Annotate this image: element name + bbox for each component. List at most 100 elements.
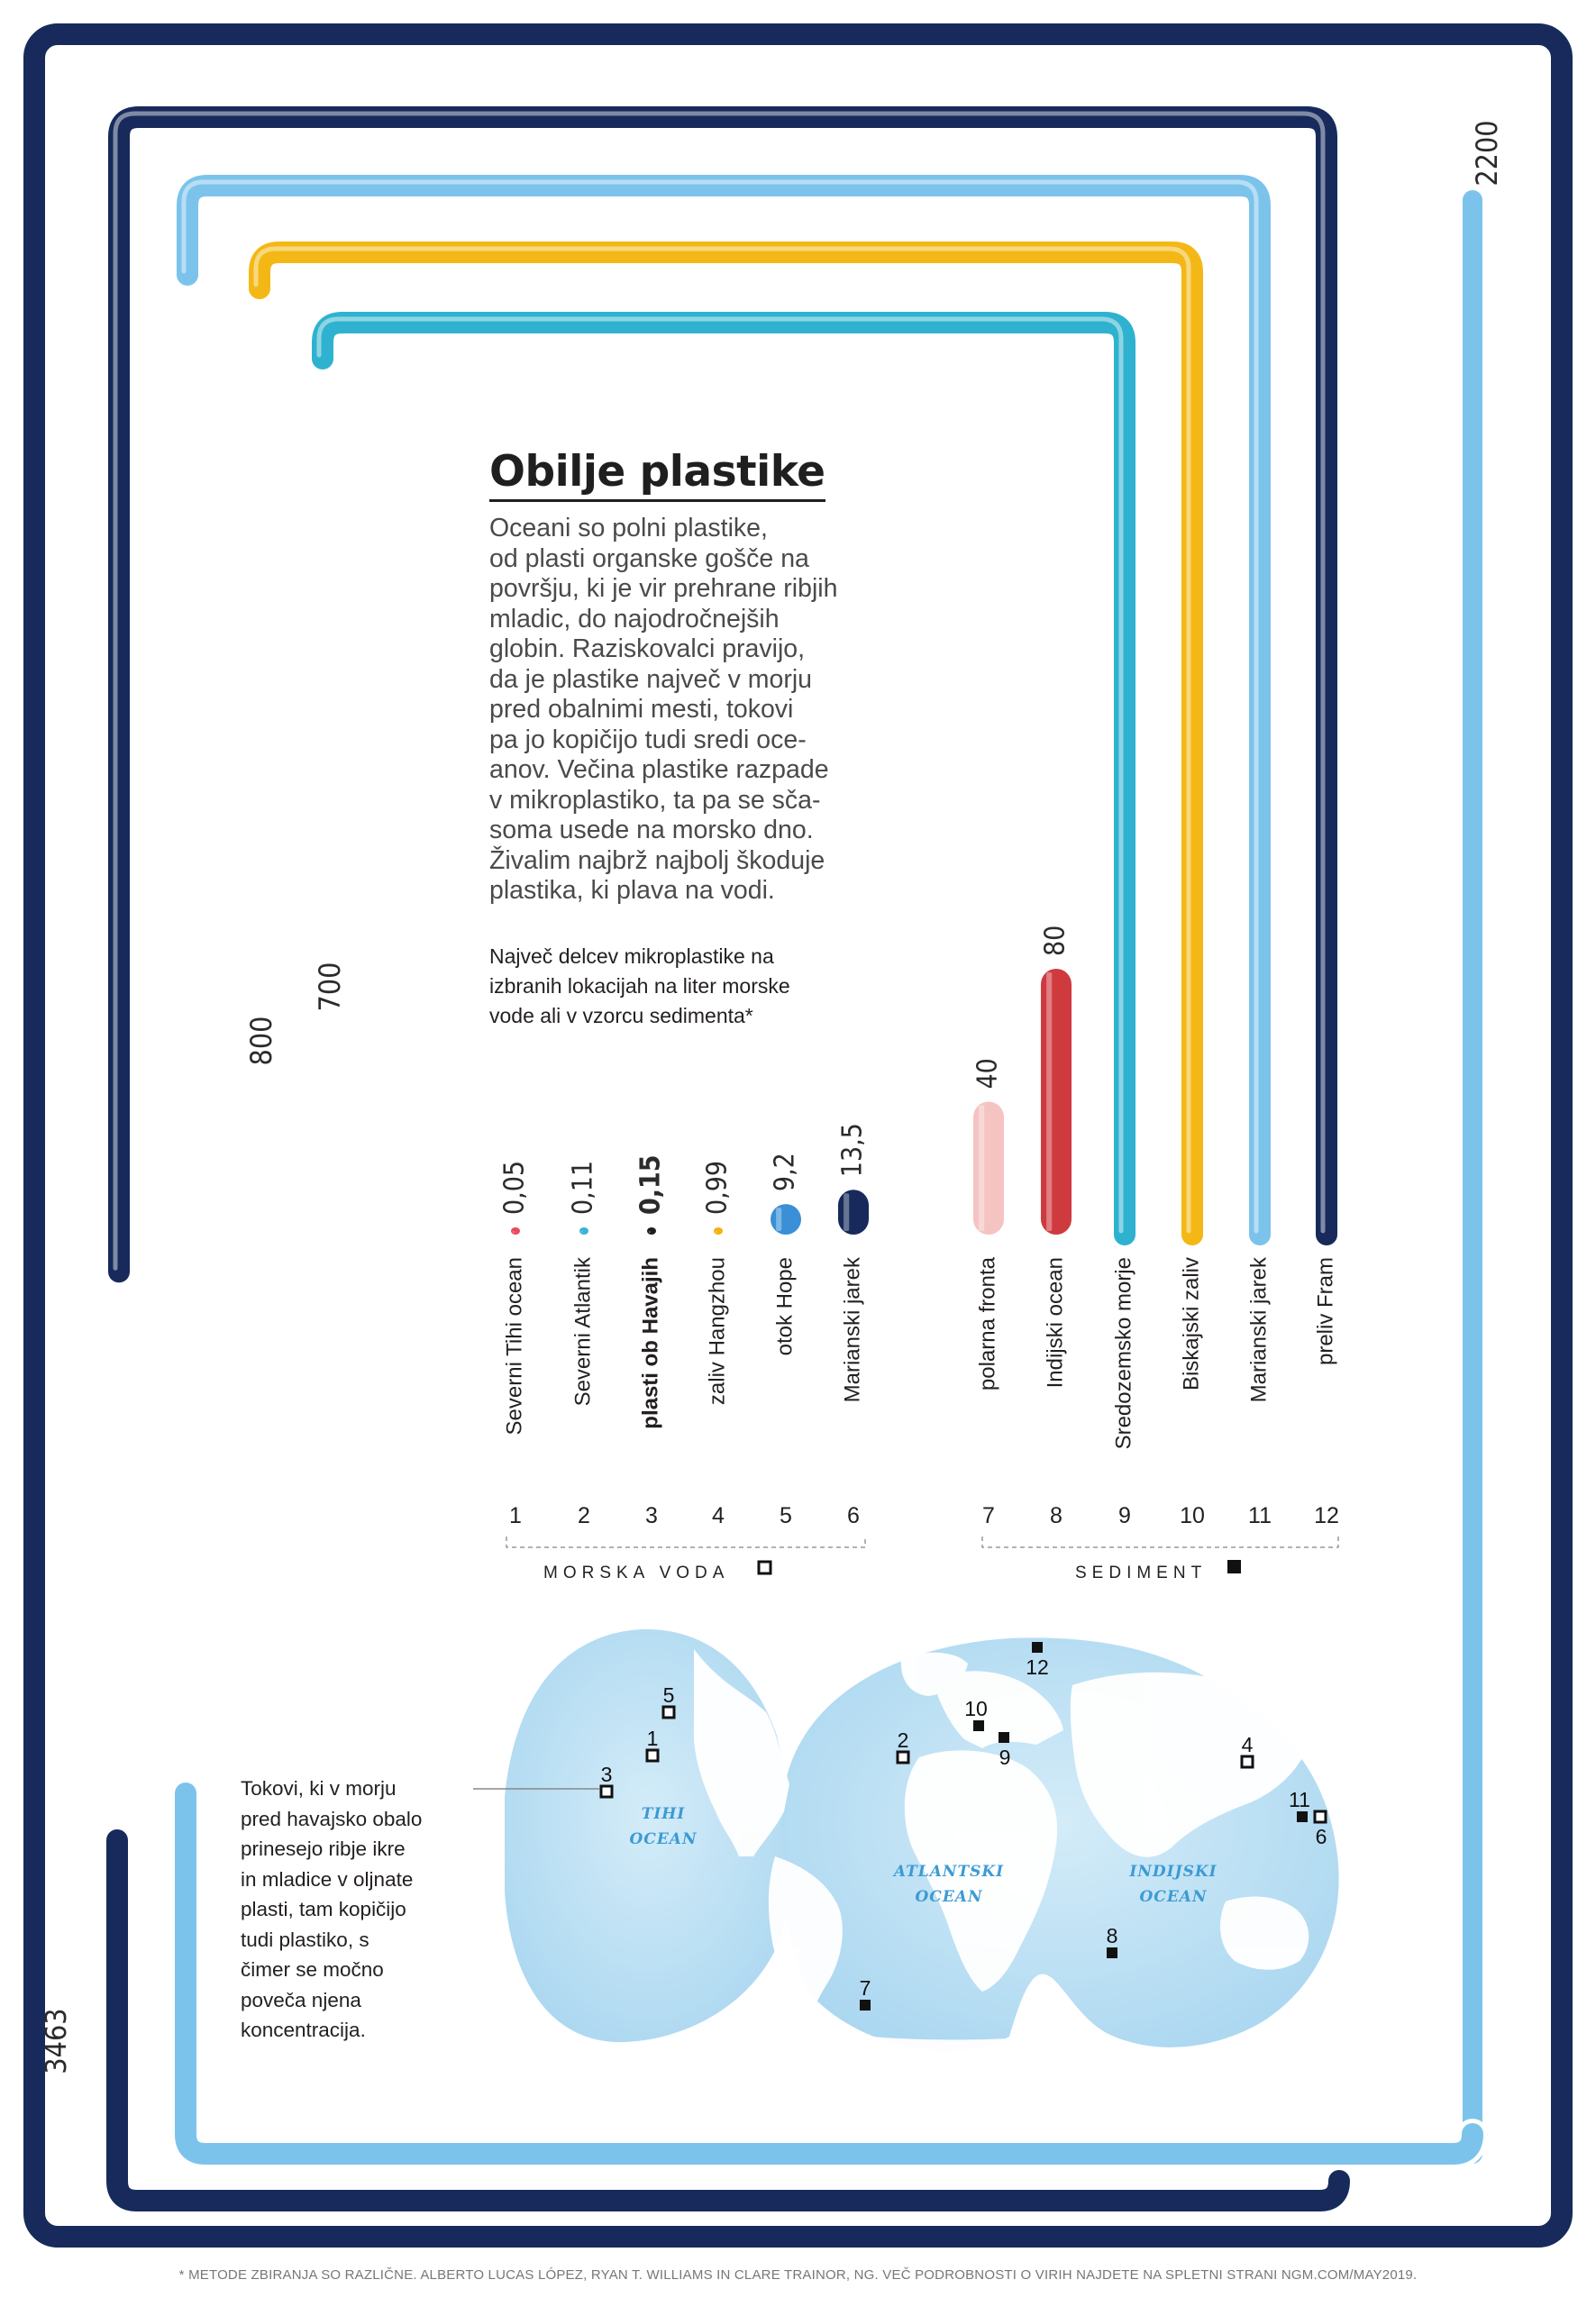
bar-number-10: 10 xyxy=(1180,1503,1205,1528)
tube-shine-10 xyxy=(253,246,1191,1234)
bar-location-name-6: Marianski jarek xyxy=(840,1256,864,1402)
ocean-label-1: TIHI OCEAN xyxy=(629,1805,697,1848)
bar-highlight-3 xyxy=(648,1231,651,1233)
bar-location-name-7: polarna fronta xyxy=(975,1256,999,1391)
landmass-south-america xyxy=(768,1856,843,2038)
ocean-label-line: ATLANTSKI xyxy=(892,1863,1004,1881)
bar-group-9: Sredozemsko morje 9 xyxy=(1111,1257,1135,1528)
map-marker-2: 2 xyxy=(896,1728,910,1764)
bar-highlight-5 xyxy=(776,1208,782,1231)
page-title: Obilje plastike xyxy=(489,449,825,502)
bar-number-8: 8 xyxy=(1050,1503,1062,1528)
water-bracket xyxy=(506,1536,866,1548)
map-marker-square xyxy=(860,2000,871,2011)
map-marker-label-5: 5 xyxy=(663,1683,675,1707)
bar-number-11: 11 xyxy=(1248,1503,1272,1528)
map-marker-10: 10 xyxy=(964,1697,988,1731)
tube-body-11 xyxy=(177,175,1271,1245)
ocean-label-line: TIHI xyxy=(642,1805,686,1823)
bar-group-6: 13,5 Marianski jarek 6 xyxy=(837,1123,869,1528)
bar-4 xyxy=(714,1227,723,1235)
bar-location-name-4: zaliv Hangzhou xyxy=(705,1257,729,1405)
map-marker-label-12: 12 xyxy=(1026,1655,1049,1679)
footnote: * METODE ZBIRANJA SO RAZLIČNE. ALBERTO L… xyxy=(178,2267,1418,2283)
intro-paragraph: Oceani so polni plastike, od plasti orga… xyxy=(489,514,838,905)
frame-loop-12-body xyxy=(106,1829,1350,2211)
tube-shine-9 xyxy=(316,316,1124,1234)
map-marker-square xyxy=(599,1784,614,1799)
bar-group-3: 0,15 plasti ob Havajih 3 xyxy=(635,1154,667,1528)
tube-bar-10 xyxy=(244,237,1208,1250)
bar-number-9: 9 xyxy=(1118,1503,1131,1528)
map-marker-square xyxy=(896,1750,910,1764)
map-marker-5: 5 xyxy=(661,1683,676,1719)
frame-loop-11 xyxy=(170,1778,1488,2169)
bar-group-12: preliv Fram 12 xyxy=(1313,1257,1339,1528)
ocean-label-line: OCEAN xyxy=(915,1888,982,1906)
tube-bar-9 xyxy=(307,307,1140,1250)
bar-number-3: 3 xyxy=(645,1503,658,1528)
bar-highlight-8 xyxy=(1046,972,1053,1231)
ocean-label-line: INDIJSKI xyxy=(1128,1863,1217,1881)
tube-value-label-11: 2200 xyxy=(1470,120,1504,186)
map-marker-square xyxy=(661,1705,676,1719)
landmass-europe xyxy=(937,1671,1063,1748)
bar-8 xyxy=(1041,969,1072,1235)
map-marker-label-1: 1 xyxy=(647,1727,659,1750)
bar-value-label-8: 80 xyxy=(1040,926,1072,956)
map-marker-label-4: 4 xyxy=(1242,1733,1254,1756)
water-legend-marker xyxy=(757,1560,772,1575)
tube-body-12 xyxy=(108,106,1337,1283)
bar-7 xyxy=(973,1101,1004,1235)
map-marker-square xyxy=(999,1732,1009,1743)
map-marker-label-3: 3 xyxy=(601,1763,613,1786)
tube-value-label-10: 800 xyxy=(244,1017,278,1066)
map-landmasses xyxy=(694,1649,1312,2055)
landmass-australia xyxy=(1220,1896,1309,1970)
frame-loop-12 xyxy=(102,1825,1354,2216)
bar-location-name-10: Biskajski zaliv xyxy=(1179,1257,1203,1391)
map-marker-1: 1 xyxy=(645,1727,660,1763)
map-marker-3: 3 xyxy=(599,1763,614,1799)
hawaii-callout-text: Tokovi, ki v morju pred havajsko obalo p… xyxy=(241,1777,423,2041)
tube-body-9 xyxy=(312,312,1135,1245)
bar-6 xyxy=(838,1190,869,1235)
bar-group-5: 9,2 otok Hope 5 xyxy=(770,1153,801,1528)
bar-5 xyxy=(771,1204,801,1235)
bar-1 xyxy=(511,1227,520,1235)
chart-subtitle: Največ delcev mikroplastike na izbranih … xyxy=(489,944,790,1027)
bars-layer: 0,05 Severni Tihi ocean 1 0,11 Severni Atlan… xyxy=(499,926,1339,1528)
bar-highlight-6 xyxy=(844,1193,850,1231)
map-marker-label-8: 8 xyxy=(1107,1924,1118,1947)
ocean-label-3: INDIJSKI OCEAN xyxy=(1128,1863,1217,1906)
map-marker-9: 9 xyxy=(999,1732,1010,1769)
map-marker-label-6: 6 xyxy=(1316,1825,1327,1848)
map-marker-label-10: 10 xyxy=(964,1697,988,1720)
tube-shine-12 xyxy=(113,111,1326,1271)
ocean-label-2: ATLANTSKI OCEAN xyxy=(892,1863,1004,1906)
ocean-label-line: OCEAN xyxy=(1139,1888,1207,1906)
landmass-greenland xyxy=(900,1652,968,1696)
map-marker-12: 12 xyxy=(1026,1642,1049,1679)
sediment-group-label: SEDIMENT xyxy=(1075,1564,1207,1582)
bar-location-name-9: Sredozemsko morje xyxy=(1111,1257,1135,1449)
bar-2 xyxy=(579,1227,588,1235)
map-marker-square xyxy=(1107,1947,1117,1958)
bar-highlight-7 xyxy=(979,1105,985,1231)
landmass-north-america xyxy=(694,1649,789,1856)
map-marker-8: 8 xyxy=(1107,1924,1118,1958)
sediment-legend-marker xyxy=(1227,1560,1241,1573)
ocean-labels: TIHI OCEAN ATLANTSKI OCEAN INDIJSKI OCEAN xyxy=(629,1805,1217,1906)
map-marker-11: 11 xyxy=(1289,1788,1310,1822)
tube-value-label-12: 3463 xyxy=(39,2008,73,2074)
bar-group-8: 80 Indijski ocean 8 xyxy=(1040,926,1072,1528)
bar-location-name-12: preliv Fram xyxy=(1313,1257,1337,1365)
map-marker-6: 6 xyxy=(1313,1810,1327,1848)
bar-3 xyxy=(647,1227,656,1235)
bar-number-2: 2 xyxy=(578,1503,590,1528)
bar-number-12: 12 xyxy=(1314,1503,1339,1528)
bar-value-label-7: 40 xyxy=(972,1058,1004,1089)
